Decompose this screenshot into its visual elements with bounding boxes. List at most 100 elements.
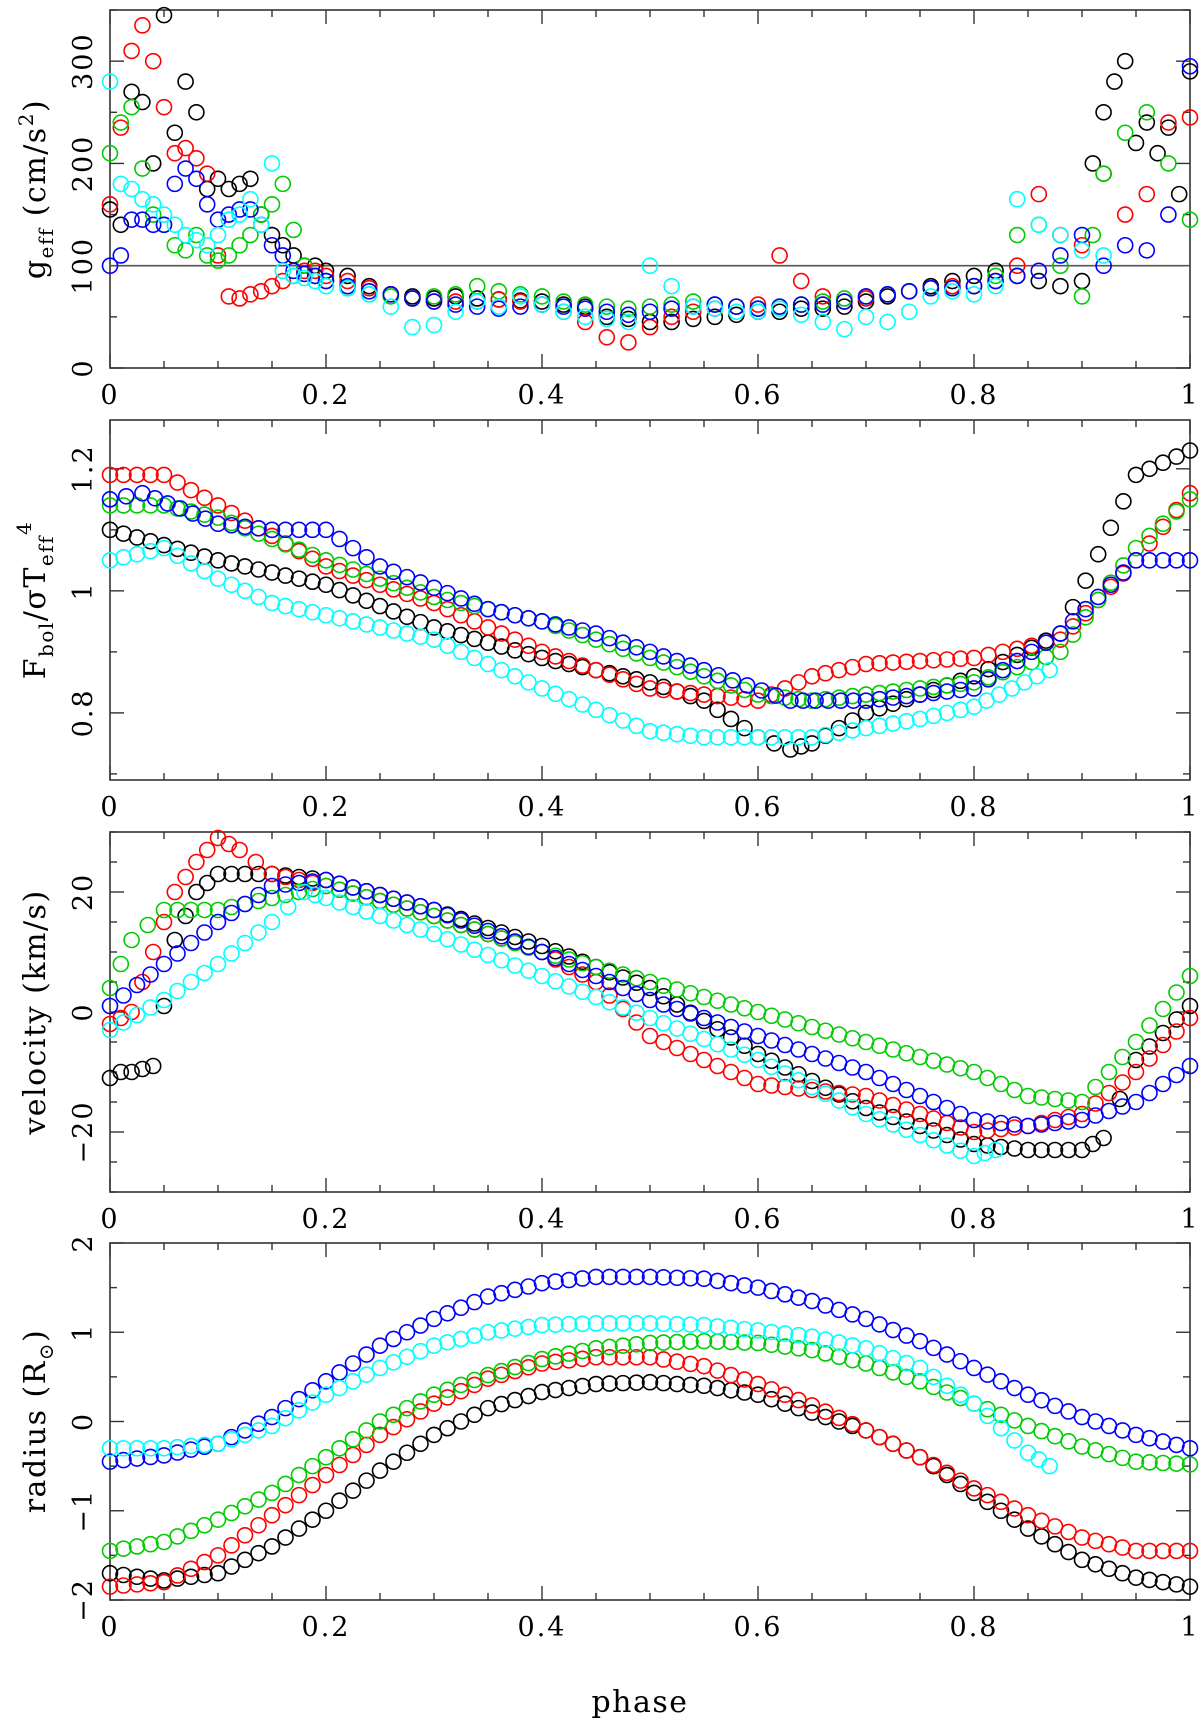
flux-point-red xyxy=(911,652,929,670)
geff-point-green xyxy=(198,247,216,264)
velocity-point-blue xyxy=(574,961,591,979)
radius-point-blue xyxy=(547,1273,564,1290)
velocity-point-cyan xyxy=(236,934,254,952)
geff-point-black xyxy=(242,170,259,188)
radius-point-black xyxy=(344,1482,362,1499)
velocity-point-red xyxy=(1181,1009,1199,1027)
radius-point-red xyxy=(290,1486,308,1504)
flux-point-cyan xyxy=(452,643,470,661)
radius-point-red xyxy=(911,1448,929,1466)
velocity-point-green xyxy=(1181,967,1199,985)
velocity-point-black xyxy=(1181,997,1199,1015)
y-tick-label: 200 xyxy=(68,135,99,193)
geff-point-red xyxy=(771,247,788,264)
flux-point-black xyxy=(1181,442,1199,459)
velocity-point-black xyxy=(144,1057,162,1075)
velocity-point-cyan xyxy=(128,1006,146,1024)
velocity-point-green xyxy=(938,1056,956,1073)
geff-point-cyan xyxy=(447,303,464,321)
geff-point-blue xyxy=(1116,236,1134,254)
radius-point-cyan xyxy=(979,1407,996,1425)
radius-point-black xyxy=(1046,1535,1064,1553)
flux-point-red xyxy=(1064,618,1082,635)
geff-point-blue xyxy=(317,272,335,290)
radius-point-blue xyxy=(601,1268,618,1286)
geff-point-red xyxy=(134,17,151,34)
flux-point-blue xyxy=(1089,588,1107,606)
radius-point-blue xyxy=(358,1346,375,1363)
flux-point-red xyxy=(938,651,956,668)
velocity-point-green xyxy=(803,1018,821,1036)
velocity-point-cyan xyxy=(749,1051,767,1069)
velocity-plot-frame xyxy=(109,831,1191,1193)
flux-point-black xyxy=(520,645,537,663)
geff-point-green xyxy=(1052,257,1069,275)
geff-point-green xyxy=(112,114,130,131)
velocity-point-green xyxy=(817,1022,834,1040)
flux-point-red xyxy=(493,625,510,642)
geff-point-cyan xyxy=(857,308,875,326)
velocity-point-blue xyxy=(911,1087,929,1105)
radius-point-blue xyxy=(574,1270,591,1287)
radius-point-cyan xyxy=(952,1386,969,1404)
radius-point-blue xyxy=(277,1399,294,1417)
x-tick-label: 0.4 xyxy=(518,1204,567,1235)
geff-point-cyan xyxy=(242,190,259,208)
flux-point-cyan xyxy=(439,637,456,655)
radius-point-red xyxy=(992,1493,1010,1511)
velocity-point-green xyxy=(884,1041,902,1058)
radius-point-black xyxy=(479,1399,497,1417)
velocity-point-black xyxy=(223,865,240,883)
radius-point-black xyxy=(371,1462,389,1479)
velocity-point-blue xyxy=(871,1069,888,1087)
panel-flux: 0 0.2 0.4 0.6 0.8 1 0.8 1 1.2 Fbol/σTeff4 xyxy=(12,419,1199,823)
velocity-point-red xyxy=(1073,1105,1091,1123)
flux-point-cyan xyxy=(911,710,929,728)
radius-point-blue xyxy=(331,1364,348,1381)
velocity-point-red xyxy=(1060,1108,1077,1126)
radius-point-blue xyxy=(533,1274,551,1292)
velocity-point-blue xyxy=(965,1111,983,1129)
velocity-point-green xyxy=(1019,1087,1037,1105)
flux-point-blue xyxy=(1023,643,1040,661)
geff-point-cyan xyxy=(382,298,400,315)
radius-point-green xyxy=(1154,1454,1172,1472)
flux-point-blue xyxy=(767,687,785,704)
radius-point-green xyxy=(304,1457,321,1475)
geff-point-blue xyxy=(220,206,238,223)
geff-point-black xyxy=(166,124,184,142)
flux-point-green xyxy=(1127,539,1145,557)
flux-point-blue xyxy=(710,666,727,684)
flux-point-blue xyxy=(533,613,551,630)
geff-point-green xyxy=(447,286,464,303)
flux-point-green xyxy=(1064,626,1082,643)
radius-point-blue xyxy=(749,1279,767,1296)
radius-point-red xyxy=(587,1348,605,1366)
x-tick-label: 0.2 xyxy=(302,1612,351,1643)
radius-point-red xyxy=(466,1376,483,1394)
radius-point-cyan xyxy=(142,1439,159,1457)
radius-point-black xyxy=(1019,1520,1037,1537)
x-tick-label: 0 xyxy=(100,792,119,823)
radius-point-black xyxy=(520,1387,537,1405)
radius-point-blue xyxy=(938,1346,956,1363)
velocity-point-green xyxy=(709,992,726,1010)
radius-point-blue xyxy=(695,1270,713,1287)
radius-point-black xyxy=(709,1379,726,1397)
geff-point-red xyxy=(198,165,216,182)
flux-point-red xyxy=(641,680,659,697)
radius-point-cyan xyxy=(655,1315,672,1333)
velocity-point-black xyxy=(803,1072,821,1090)
geff-point-cyan xyxy=(101,73,119,90)
radius-point-black xyxy=(101,1564,119,1582)
radius-point-black xyxy=(1181,1578,1199,1595)
velocity-point-red xyxy=(1141,1050,1158,1067)
radius-point-red xyxy=(628,1348,645,1366)
flux-point-blue xyxy=(1115,564,1132,581)
flux-point-red xyxy=(128,466,146,484)
geff-point-cyan xyxy=(922,288,940,305)
radius-point-blue xyxy=(614,1268,632,1286)
radius-point-cyan xyxy=(790,1326,807,1344)
x-tick-label: 0.4 xyxy=(518,1612,567,1643)
flux-point-red xyxy=(871,655,888,672)
